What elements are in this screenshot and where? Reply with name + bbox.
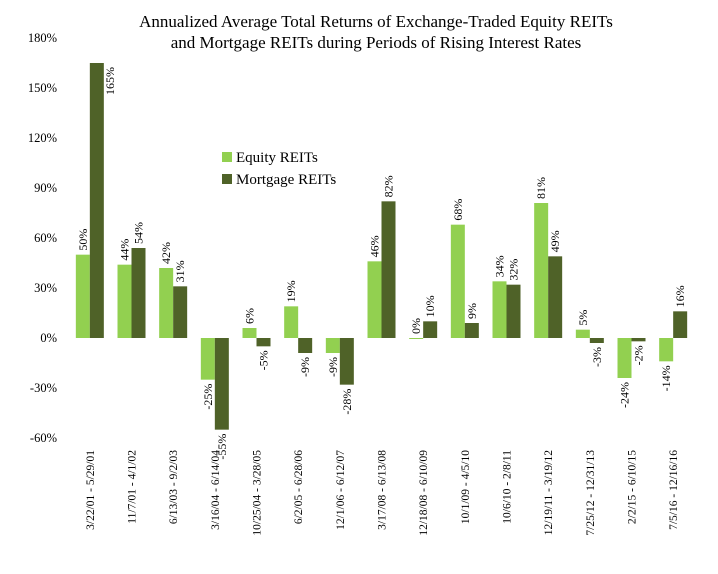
data-label: 19%: [284, 280, 298, 302]
y-tick-label: 60%: [34, 231, 57, 245]
y-tick-label: 150%: [28, 81, 57, 95]
data-label: 54%: [132, 222, 146, 244]
data-label: 44%: [118, 239, 132, 261]
bar-equity: [242, 328, 257, 338]
bar-mortgage: [339, 338, 354, 385]
data-label: -2%: [632, 345, 646, 365]
data-label: 50%: [76, 229, 90, 251]
data-label: 49%: [548, 230, 562, 252]
data-label: -28%: [340, 389, 354, 415]
bar-mortgage: [673, 311, 688, 338]
y-tick-label: -60%: [30, 431, 57, 445]
x-tick-label: 7/5/16 - 12/16/16: [668, 450, 680, 530]
bar-equity: [617, 338, 632, 378]
data-label: -24%: [618, 382, 632, 408]
legend-swatch: [222, 152, 232, 162]
bar-equity: [450, 224, 465, 338]
x-tick-label: 12/19/11 - 3/19/12: [543, 450, 555, 535]
bar-equity: [325, 338, 340, 353]
bar-equity: [409, 338, 424, 339]
bar-equity: [75, 254, 90, 338]
data-label: -9%: [326, 357, 340, 377]
bar-mortgage: [298, 338, 313, 353]
x-tick-label: 10/1/09 - 4/5/10: [460, 450, 472, 524]
data-label: 81%: [534, 177, 548, 199]
data-label: 16%: [673, 285, 687, 307]
x-tick-label: 11/7/01 - 4/1/02: [127, 450, 139, 524]
y-tick-label: 180%: [28, 31, 57, 45]
x-tick-label: 10/25/04 - 3/28/05: [252, 450, 264, 536]
chart-title-line-2: and Mortgage REITs during Periods of Ris…: [171, 33, 582, 52]
chart-title-line-1: Annualized Average Total Returns of Exch…: [139, 12, 613, 31]
bar-mortgage: [589, 338, 604, 343]
data-label: 165%: [103, 67, 117, 95]
data-label: 9%: [465, 303, 479, 319]
bar-mortgage: [256, 338, 271, 347]
data-label: -5%: [257, 350, 271, 370]
data-label: -3%: [590, 347, 604, 367]
y-tick-label: 120%: [28, 131, 57, 145]
x-tick-label: 3/17/08 - 6/13/08: [377, 450, 389, 530]
data-label: -14%: [659, 365, 673, 391]
legend-swatch: [222, 174, 232, 184]
y-tick-label: 0%: [40, 331, 57, 345]
x-tick-label: 12/1/06 - 6/12/07: [335, 450, 347, 530]
data-label: -9%: [298, 357, 312, 377]
data-label: -25%: [201, 384, 215, 410]
data-label: 82%: [382, 175, 396, 197]
data-label: 32%: [507, 259, 521, 281]
bar-equity: [534, 203, 549, 338]
bar-mortgage: [381, 201, 396, 338]
x-tick-label: 6/2/05 - 6/28/06: [293, 450, 305, 524]
x-tick-label: 2/2/15 - 6/10/15: [627, 450, 639, 524]
bar-mortgage: [214, 338, 229, 430]
bar-equity: [200, 338, 215, 380]
bar-equity: [284, 306, 299, 338]
bar-equity: [117, 264, 132, 338]
legend-label: Mortgage REITs: [236, 172, 336, 188]
data-label: 34%: [493, 255, 507, 277]
bar-mortgage: [506, 284, 521, 338]
x-tick-label: 7/25/12 - 12/31/13: [585, 450, 597, 536]
bar-mortgage: [464, 323, 479, 338]
y-tick-label: 90%: [34, 181, 57, 195]
data-label: 31%: [173, 260, 187, 282]
legend: Equity REITs Mortgage REITs: [222, 150, 336, 188]
data-label: 6%: [243, 308, 257, 324]
bar-equity: [159, 268, 174, 338]
data-label: 0%: [409, 318, 423, 334]
data-label: 10%: [423, 295, 437, 317]
bar-mortgage: [548, 256, 563, 338]
bar-mortgage: [89, 63, 104, 338]
bar-equity: [367, 261, 382, 338]
y-tick-label: 30%: [34, 281, 57, 295]
bar-mortgage: [173, 286, 188, 338]
data-label: 42%: [159, 242, 173, 264]
data-label: 46%: [368, 235, 382, 257]
legend-label: Equity REITs: [236, 150, 318, 166]
x-tick-label: 12/18/08 - 6/10/09: [418, 450, 430, 536]
x-tick-label: 6/13/03 - 9/2/03: [168, 450, 180, 524]
x-tick-label: 3/16/04 - 6/14/04: [210, 450, 222, 530]
data-label: 68%: [451, 199, 465, 221]
bar-mortgage: [131, 248, 146, 338]
x-tick-label: 10/6/10 - 2/8/11: [502, 450, 514, 524]
data-label: -55%: [215, 434, 229, 460]
data-label: 5%: [576, 310, 590, 326]
y-tick-label: -30%: [30, 381, 57, 395]
x-tick-label: 3/22/01 - 5/29/01: [85, 450, 97, 530]
bar-equity: [659, 338, 674, 362]
bar-mortgage: [423, 321, 438, 338]
bar-equity: [492, 281, 507, 338]
bar-mortgage: [631, 338, 646, 342]
bar-equity: [575, 329, 590, 338]
